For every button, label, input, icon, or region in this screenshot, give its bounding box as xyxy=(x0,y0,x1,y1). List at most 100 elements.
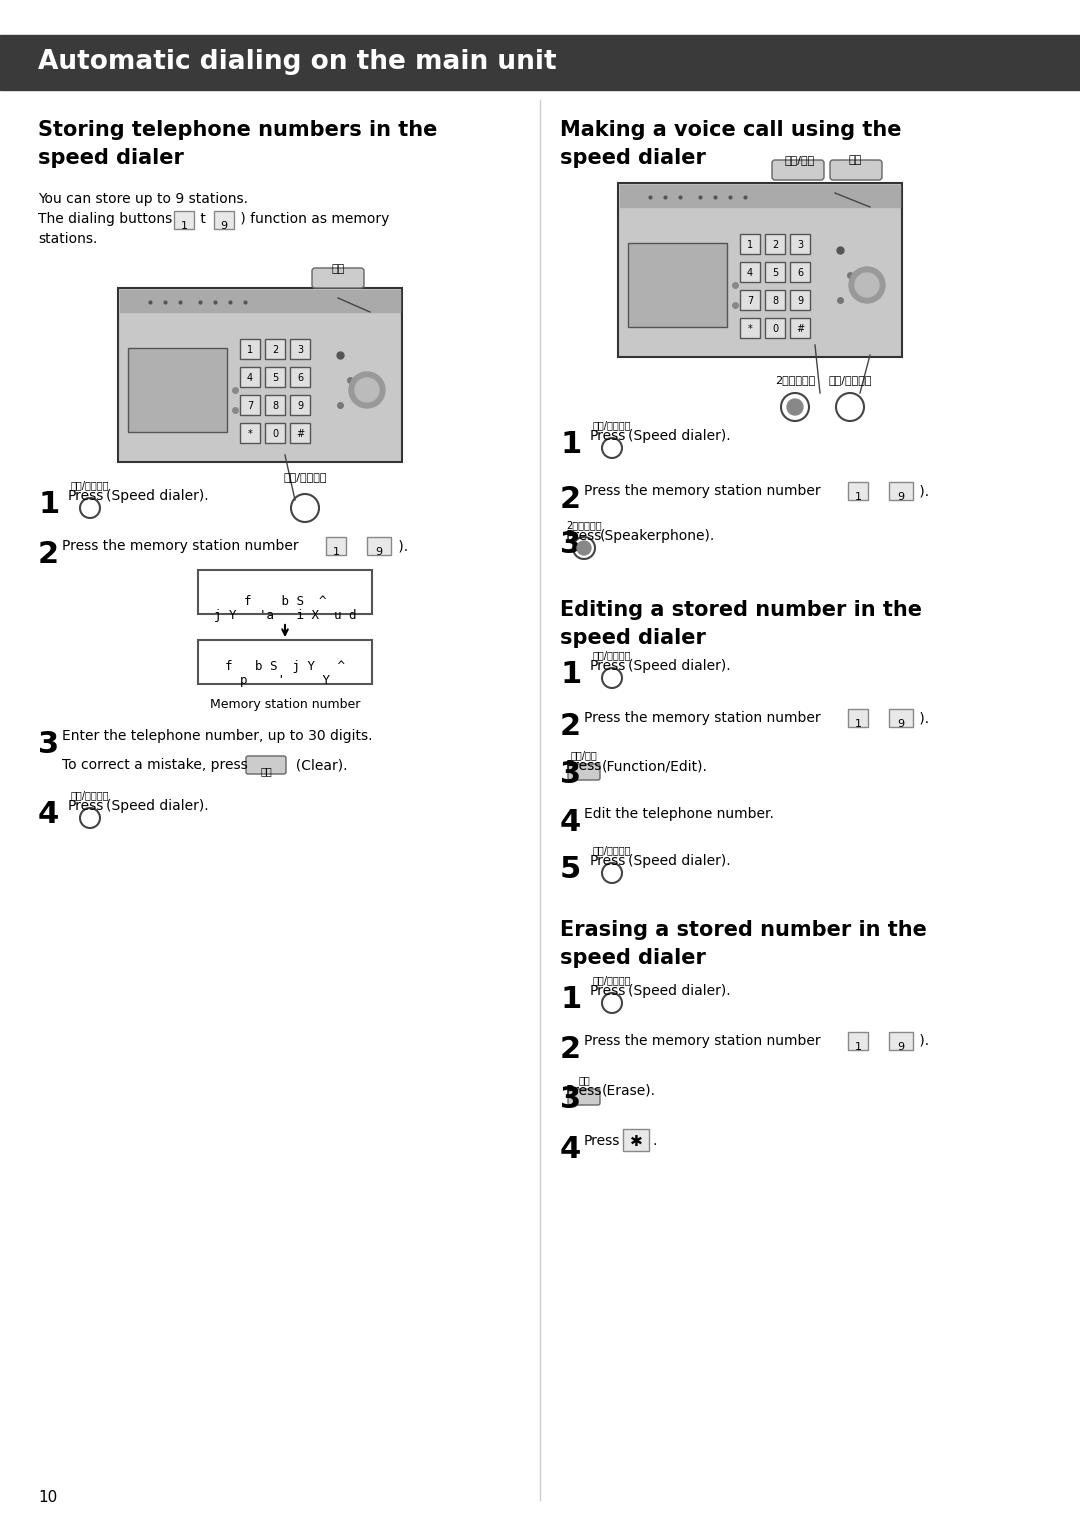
FancyBboxPatch shape xyxy=(198,639,372,684)
Text: 7: 7 xyxy=(747,296,753,307)
Text: Memory station number: Memory station number xyxy=(210,697,361,711)
Text: 3: 3 xyxy=(297,345,303,356)
Text: (Speed dialer).: (Speed dialer). xyxy=(106,488,208,504)
FancyBboxPatch shape xyxy=(198,571,372,613)
Text: Press the memory station number: Press the memory station number xyxy=(584,484,821,497)
Text: Press: Press xyxy=(68,800,105,813)
Text: (Speakerphone).: (Speakerphone). xyxy=(600,530,715,543)
FancyBboxPatch shape xyxy=(772,160,824,180)
Text: .: . xyxy=(652,1134,657,1148)
Text: Storing telephone numbers in the: Storing telephone numbers in the xyxy=(38,121,437,140)
FancyBboxPatch shape xyxy=(240,423,260,443)
FancyBboxPatch shape xyxy=(265,366,285,388)
Text: (Speed dialer).: (Speed dialer). xyxy=(627,855,731,868)
Text: Enter the telephone number, up to 30 digits.: Enter the telephone number, up to 30 dig… xyxy=(62,729,373,743)
Text: 1: 1 xyxy=(854,1042,862,1051)
FancyBboxPatch shape xyxy=(312,269,364,288)
FancyBboxPatch shape xyxy=(118,288,402,462)
Text: 9: 9 xyxy=(297,401,303,410)
FancyBboxPatch shape xyxy=(291,339,310,359)
Text: 9: 9 xyxy=(797,296,804,307)
FancyBboxPatch shape xyxy=(618,183,902,357)
Text: The dialing buttons: The dialing buttons xyxy=(38,212,172,226)
FancyBboxPatch shape xyxy=(246,755,286,774)
Text: 1: 1 xyxy=(180,221,188,230)
FancyBboxPatch shape xyxy=(568,765,600,780)
FancyBboxPatch shape xyxy=(740,317,760,337)
Text: (Clear).: (Clear). xyxy=(287,758,348,772)
Text: Press: Press xyxy=(590,429,626,443)
FancyBboxPatch shape xyxy=(789,290,810,310)
Text: 4: 4 xyxy=(561,1135,581,1164)
FancyBboxPatch shape xyxy=(291,366,310,388)
Text: 3: 3 xyxy=(561,760,581,789)
Text: 8: 8 xyxy=(272,401,278,410)
Text: 3: 3 xyxy=(797,240,804,250)
Text: #: # xyxy=(796,324,805,334)
Text: Press the memory station number: Press the memory station number xyxy=(584,711,821,725)
Circle shape xyxy=(855,273,879,298)
Text: 3: 3 xyxy=(38,729,59,758)
Text: 4: 4 xyxy=(38,800,59,829)
Text: 3: 3 xyxy=(561,1085,581,1114)
Text: ) function as memory: ) function as memory xyxy=(237,212,390,226)
FancyBboxPatch shape xyxy=(889,710,913,726)
FancyBboxPatch shape xyxy=(174,211,194,229)
Text: 10: 10 xyxy=(38,1489,57,1505)
FancyBboxPatch shape xyxy=(265,395,285,415)
Text: ✱: ✱ xyxy=(630,1134,643,1149)
Circle shape xyxy=(849,267,885,304)
Circle shape xyxy=(355,378,379,401)
Text: 9: 9 xyxy=(897,491,905,502)
Text: 9: 9 xyxy=(220,221,228,230)
Text: 4: 4 xyxy=(561,807,581,836)
FancyBboxPatch shape xyxy=(240,395,260,415)
FancyBboxPatch shape xyxy=(789,233,810,253)
FancyBboxPatch shape xyxy=(291,395,310,415)
FancyBboxPatch shape xyxy=(129,348,227,432)
Bar xyxy=(620,185,900,208)
Text: 2: 2 xyxy=(561,485,581,514)
Text: (Speed dialer).: (Speed dialer). xyxy=(627,429,731,443)
Text: 4: 4 xyxy=(247,372,253,383)
FancyBboxPatch shape xyxy=(265,339,285,359)
Text: To correct a mistake, press: To correct a mistake, press xyxy=(62,758,247,772)
Text: 2: 2 xyxy=(38,540,59,569)
FancyBboxPatch shape xyxy=(623,1129,649,1151)
FancyBboxPatch shape xyxy=(326,537,346,555)
Text: 短縮/キャッチ: 短縮/キャッチ xyxy=(828,375,872,385)
Text: stations.: stations. xyxy=(38,232,97,246)
Circle shape xyxy=(787,398,804,415)
Text: speed dialer: speed dialer xyxy=(561,948,706,967)
Bar xyxy=(0,35,1080,90)
FancyBboxPatch shape xyxy=(568,1090,600,1105)
Text: 消去: 消去 xyxy=(332,264,345,275)
FancyBboxPatch shape xyxy=(789,262,810,282)
Text: 短縮/キャッチ: 短縮/キャッチ xyxy=(593,650,631,661)
Text: 4: 4 xyxy=(747,269,753,278)
Text: Press: Press xyxy=(590,855,626,868)
Bar xyxy=(120,290,400,311)
Text: j Y   'a   i X  u d: j Y 'a i X u d xyxy=(214,609,356,623)
Text: 消去: 消去 xyxy=(578,1074,590,1085)
Text: speed dialer: speed dialer xyxy=(561,148,706,168)
Text: Press: Press xyxy=(566,1083,603,1099)
Text: You can store up to 9 stations.: You can store up to 9 stations. xyxy=(38,192,248,206)
Text: f   b S  j Y   ^: f b S j Y ^ xyxy=(225,661,345,673)
Text: 0: 0 xyxy=(772,324,778,334)
Text: 1: 1 xyxy=(854,719,862,729)
Text: ).: ). xyxy=(915,1035,929,1048)
Text: speed dialer: speed dialer xyxy=(561,629,706,649)
FancyBboxPatch shape xyxy=(740,262,760,282)
Text: 短縮/キャッチ: 短縮/キャッチ xyxy=(593,845,631,855)
Text: Making a voice call using the: Making a voice call using the xyxy=(561,121,902,140)
FancyBboxPatch shape xyxy=(240,366,260,388)
Text: Editing a stored number in the: Editing a stored number in the xyxy=(561,600,922,620)
Text: 6: 6 xyxy=(797,269,804,278)
Text: (Speed dialer).: (Speed dialer). xyxy=(106,800,208,813)
Text: *: * xyxy=(747,324,753,334)
FancyBboxPatch shape xyxy=(765,262,785,282)
Text: 2スピーカー: 2スピーカー xyxy=(774,375,815,385)
Text: Press: Press xyxy=(566,758,603,774)
Text: t: t xyxy=(195,212,206,226)
